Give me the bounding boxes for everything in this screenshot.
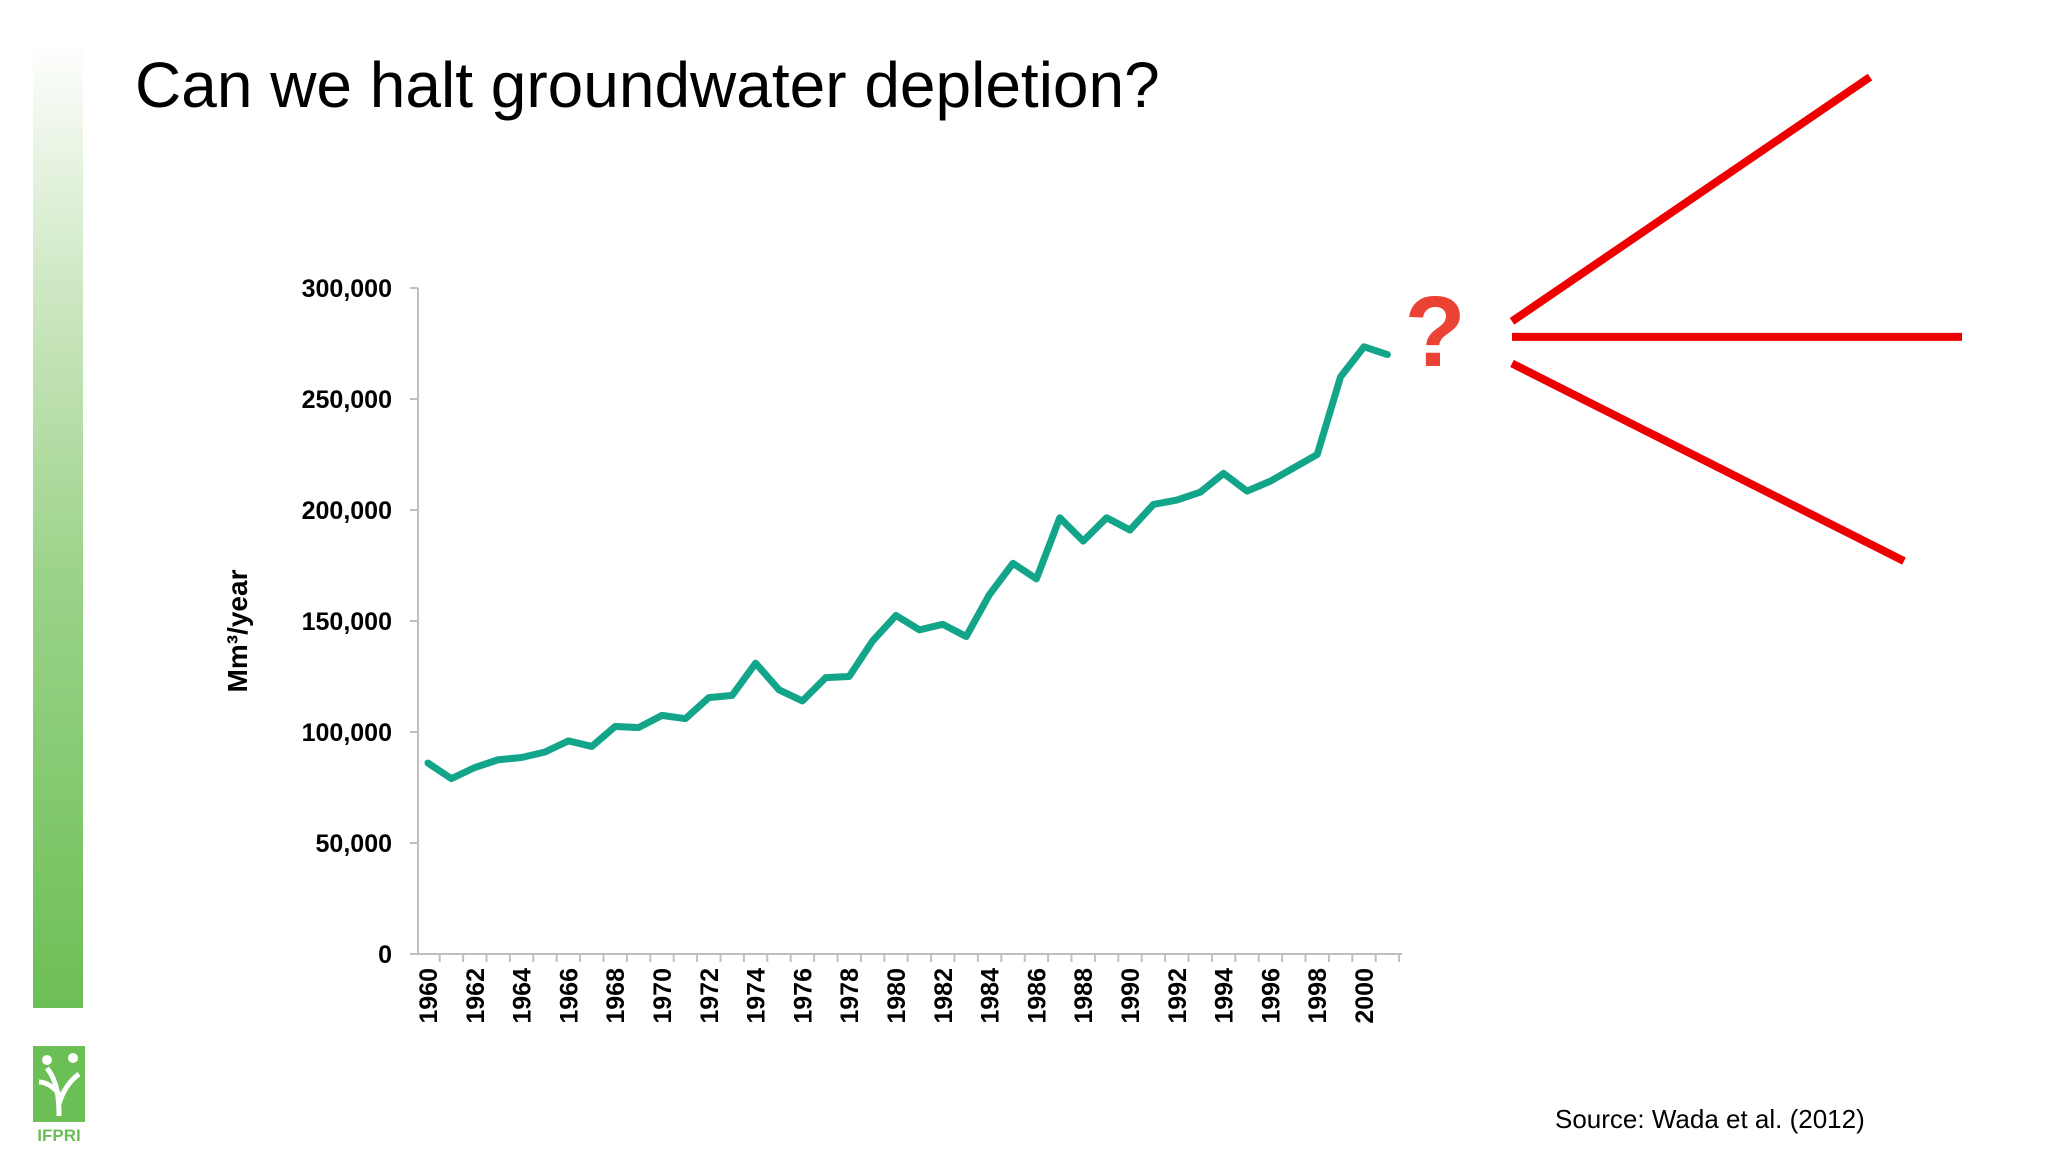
x-tick-label: 1998 xyxy=(1304,968,1332,1024)
x-tick-label: 1970 xyxy=(649,968,677,1024)
y-tick-label: 50,000 xyxy=(316,830,392,858)
logo-plant-icon xyxy=(38,1066,81,1117)
x-tick-label: 1992 xyxy=(1164,968,1192,1024)
x-axis-ticks: 1960 1962 1964 1966 1968 1970 1972 1974 1976 1978… xyxy=(415,954,1401,1024)
x-tick-label: 1982 xyxy=(930,968,958,1024)
x-tick-label: 1984 xyxy=(977,968,1005,1024)
y-tick-label: 0 xyxy=(378,941,392,969)
projection-lines xyxy=(1509,73,1962,565)
y-axis-ticks: 0 50,000 100,000 150,000 200,000 250,000 300,0… xyxy=(302,275,418,969)
x-tick-label: 1988 xyxy=(1070,968,1098,1024)
page-title: Can we halt groundwater depletion? xyxy=(135,49,1160,121)
projection-line-decrease xyxy=(1510,359,1906,565)
x-tick-label: 1978 xyxy=(836,968,864,1024)
logo-dot-icon xyxy=(42,1055,52,1065)
series-line-groundwater-depletion xyxy=(424,343,1391,783)
x-tick-label: 1994 xyxy=(1211,968,1239,1024)
logo-text: IFPRI xyxy=(37,1126,80,1145)
y-axis-label: Mm³/year xyxy=(222,569,253,692)
x-tick-label: 1980 xyxy=(883,968,911,1024)
x-tick-label: 2000 xyxy=(1351,968,1379,1024)
x-tick-label: 1976 xyxy=(789,968,817,1024)
x-tick-label: 1990 xyxy=(1117,968,1145,1024)
logo-dot-icon xyxy=(68,1053,78,1063)
ifpri-logo: IFPRI xyxy=(33,1046,85,1145)
x-tick-label: 1960 xyxy=(415,968,443,1024)
x-tick-label: 1964 xyxy=(509,968,537,1024)
x-tick-label: 1974 xyxy=(743,968,771,1024)
y-tick-label: 200,000 xyxy=(302,497,392,525)
x-tick-label: 1968 xyxy=(602,968,630,1024)
x-tick-label: 1972 xyxy=(696,968,724,1024)
y-tick-label: 150,000 xyxy=(302,608,392,636)
x-tick-label: 1962 xyxy=(462,968,490,1024)
question-mark: ? xyxy=(1404,276,1465,388)
sidebar-gradient-bar xyxy=(33,40,83,1008)
x-tick-label: 1986 xyxy=(1023,968,1051,1024)
y-tick-label: 250,000 xyxy=(302,386,392,414)
source-note: Source: Wada et al. (2012) xyxy=(1555,1104,1865,1134)
projection-line-increase xyxy=(1509,73,1873,325)
y-tick-label: 300,000 xyxy=(302,275,392,303)
x-tick-label: 1996 xyxy=(1257,968,1285,1024)
x-tick-label: 1966 xyxy=(555,968,583,1024)
y-tick-label: 100,000 xyxy=(302,719,392,747)
